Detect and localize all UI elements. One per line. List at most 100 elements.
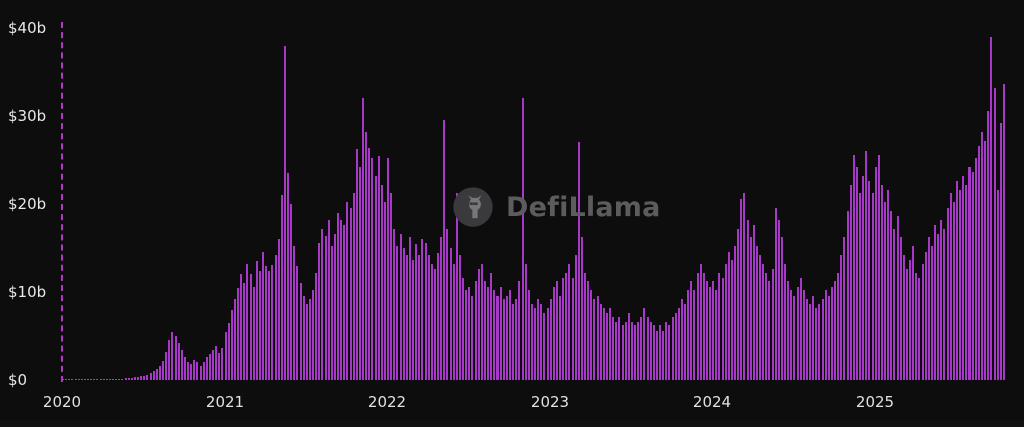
bar [790, 290, 793, 380]
bar [208, 353, 211, 380]
bar [405, 255, 408, 380]
bar [249, 274, 252, 380]
bar [374, 175, 377, 380]
bar [190, 364, 193, 380]
bar [87, 379, 90, 380]
bar [974, 158, 977, 380]
bar [802, 290, 805, 380]
bottom-strip [0, 420, 1024, 427]
bar [340, 219, 343, 380]
y-axis-label: $40b [8, 19, 47, 37]
bar [799, 277, 802, 380]
bar [943, 228, 946, 380]
bar [999, 123, 1002, 380]
y-axis-label: $30b [8, 107, 47, 125]
bar [715, 290, 718, 380]
bar [721, 277, 724, 380]
bar [621, 325, 624, 380]
bar [440, 237, 443, 380]
bar [887, 189, 890, 380]
bar [418, 255, 421, 380]
bar [337, 212, 340, 380]
x-axis-label: 2025 [855, 393, 895, 411]
bar [512, 304, 515, 380]
bar [659, 325, 662, 380]
plot-area[interactable] [62, 28, 1006, 380]
bar [387, 158, 390, 380]
bar [640, 316, 643, 380]
bar [596, 295, 599, 380]
bar [546, 307, 549, 380]
bar [662, 330, 665, 380]
bar [377, 156, 380, 380]
bar [971, 172, 974, 380]
bar [299, 283, 302, 380]
bar [258, 270, 261, 380]
bar [980, 131, 983, 380]
bar [146, 374, 149, 380]
bar [124, 378, 127, 380]
bar [421, 239, 424, 380]
bar [308, 299, 311, 380]
bar [193, 359, 196, 380]
bar [1002, 84, 1005, 380]
bar [449, 248, 452, 380]
bar [727, 251, 730, 380]
bar [96, 379, 99, 380]
bar [665, 321, 668, 380]
bar [871, 193, 874, 380]
bar [465, 290, 468, 380]
bar [940, 219, 943, 380]
bar [652, 325, 655, 380]
bar [774, 207, 777, 380]
bar [396, 246, 399, 380]
bar [909, 260, 912, 380]
bar [749, 237, 752, 380]
bar [68, 379, 71, 380]
bar [296, 265, 299, 380]
bar [702, 272, 705, 380]
bar [737, 228, 740, 380]
bar [118, 378, 121, 380]
bar [827, 295, 830, 380]
bar [627, 313, 630, 380]
bar [540, 304, 543, 380]
bar [77, 379, 80, 380]
bar [327, 219, 330, 380]
bar [924, 251, 927, 380]
bar [843, 237, 846, 380]
bar [624, 321, 627, 380]
bar [693, 290, 696, 380]
bar [243, 283, 246, 380]
bar [115, 378, 118, 380]
bar [574, 255, 577, 380]
bar [955, 181, 958, 380]
bar [321, 228, 324, 380]
bar [705, 281, 708, 380]
bar [362, 98, 365, 380]
bar [699, 263, 702, 380]
bar [884, 202, 887, 380]
bar [502, 299, 505, 380]
bar [805, 299, 808, 380]
bar [918, 277, 921, 380]
bar [515, 299, 518, 380]
bar [905, 269, 908, 380]
bar [993, 87, 996, 380]
bar [755, 246, 758, 380]
bar [246, 263, 249, 380]
bar [293, 246, 296, 380]
bar [427, 255, 430, 380]
bar [433, 269, 436, 380]
bar [483, 281, 486, 380]
bar [671, 316, 674, 380]
bar [180, 350, 183, 380]
bar [968, 167, 971, 380]
bar [809, 304, 812, 380]
bar [987, 110, 990, 380]
bar [365, 131, 368, 380]
bar [612, 316, 615, 380]
bar [130, 377, 133, 380]
bar [768, 281, 771, 380]
bar [112, 379, 115, 380]
